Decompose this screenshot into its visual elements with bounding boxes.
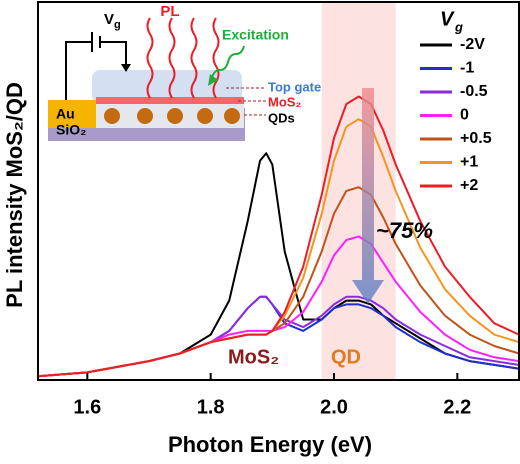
excitation-arrow bbox=[208, 74, 218, 86]
qd bbox=[197, 108, 213, 124]
legend-label: +1 bbox=[460, 154, 478, 171]
x-tick-label: 1.8 bbox=[197, 396, 225, 418]
qd bbox=[167, 108, 183, 124]
series-line bbox=[37, 152, 520, 378]
top-gate bbox=[92, 70, 242, 104]
circuit-arrow bbox=[121, 64, 131, 72]
legend-label: -2V bbox=[460, 36, 485, 53]
inset-v: V bbox=[104, 11, 114, 28]
inset: V g PL Excitation Top gate MoS₂ QDs Au S… bbox=[48, 3, 321, 141]
qd-band bbox=[321, 2, 396, 380]
pl-waves bbox=[146, 17, 220, 99]
mos2-layer bbox=[96, 97, 244, 104]
qd bbox=[137, 108, 153, 124]
qd bbox=[224, 108, 240, 124]
legend-title: V bbox=[440, 8, 455, 30]
leader-lines bbox=[226, 87, 266, 116]
legend-label: -1 bbox=[460, 60, 474, 77]
x-tick-label: 2.0 bbox=[320, 396, 348, 418]
change-arrow bbox=[352, 88, 384, 304]
y-axis-label: PL intensity MoS₂/QD bbox=[2, 82, 27, 308]
inset-excitation: Excitation bbox=[222, 27, 289, 43]
legend-title-sub: g bbox=[454, 19, 463, 34]
x-tick-label: 1.6 bbox=[73, 396, 101, 418]
inset-au: Au bbox=[56, 106, 75, 122]
inset-pl: PL bbox=[160, 3, 179, 20]
series-line bbox=[37, 95, 520, 378]
excitation-wave bbox=[211, 45, 245, 79]
qd-label: QD bbox=[331, 346, 361, 368]
mos2-label: MoS₂ bbox=[228, 346, 279, 368]
legend-label: +0.5 bbox=[460, 130, 492, 147]
x-axis-label: Photon Energy (eV) bbox=[168, 432, 372, 457]
x-tick-label: 2.2 bbox=[443, 396, 471, 418]
series-line bbox=[37, 118, 520, 378]
legend-label: 0 bbox=[460, 107, 469, 124]
legend-label: +2 bbox=[460, 177, 478, 194]
inset-sio2: SiO₂ bbox=[56, 122, 86, 138]
inset-qds: QDs bbox=[268, 110, 295, 125]
au-layer bbox=[48, 100, 96, 128]
plot-frame bbox=[37, 1, 520, 381]
legend-label: -0.5 bbox=[460, 83, 488, 100]
inset-g: g bbox=[114, 19, 121, 31]
qd bbox=[104, 108, 120, 124]
battery bbox=[91, 32, 101, 52]
inset-mos2: MoS₂ bbox=[268, 94, 301, 109]
percent-label: ~75% bbox=[376, 218, 433, 243]
circuit bbox=[65, 41, 127, 100]
inset-top-gate: Top gate bbox=[268, 79, 321, 94]
